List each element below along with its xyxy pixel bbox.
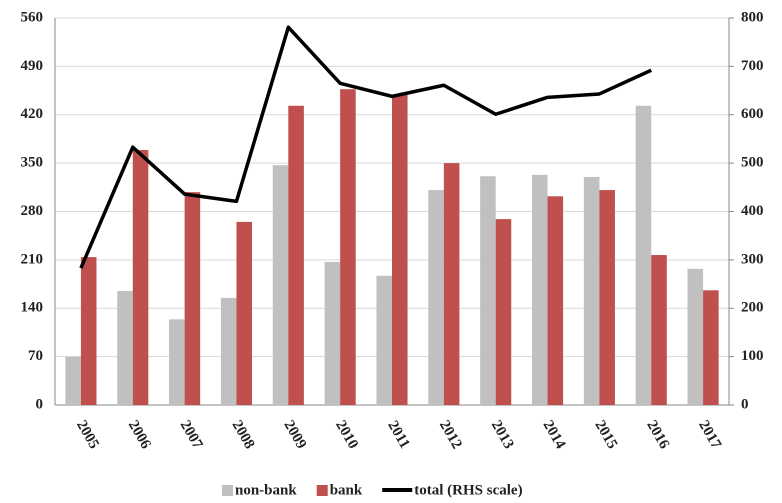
y-tick-label: 350 — [21, 155, 44, 171]
bar — [428, 190, 444, 405]
y2-tick-label: 500 — [741, 155, 764, 171]
x-tick-label: 2017 — [695, 418, 724, 452]
bar — [184, 192, 201, 405]
y-tick-label: 490 — [21, 58, 44, 74]
bar — [599, 190, 615, 405]
x-tick-label: 2008 — [229, 418, 258, 452]
bar — [635, 105, 652, 405]
x-tick-label: 2013 — [488, 418, 517, 452]
legend-swatch — [222, 485, 233, 496]
x-tick-label: 2016 — [643, 418, 672, 452]
x-tick-label: 2012 — [436, 418, 465, 452]
bar — [80, 257, 97, 405]
bar — [272, 165, 289, 405]
y2-tick-label: 400 — [741, 203, 764, 219]
y-tick-label: 0 — [36, 396, 44, 412]
bar — [495, 219, 512, 405]
y2-tick-label: 200 — [741, 300, 764, 316]
x-tick-label: 2015 — [591, 418, 620, 452]
legend-label: bank — [330, 482, 363, 498]
x-tick-label: 2006 — [125, 418, 154, 452]
bar — [117, 290, 133, 405]
x-tick-label: 2007 — [177, 418, 206, 452]
x-tick-label: 2011 — [384, 418, 412, 451]
y2-tick-label: 700 — [741, 58, 764, 74]
bar — [531, 174, 548, 405]
y-tick-label: 280 — [21, 203, 44, 219]
bar — [376, 275, 392, 405]
bar — [547, 196, 564, 405]
legend-label: non-bank — [235, 482, 297, 498]
y2-tick-label: 800 — [741, 9, 764, 25]
bar — [687, 268, 704, 405]
bar — [169, 319, 185, 405]
bar — [340, 89, 356, 405]
bar — [132, 149, 149, 405]
y2-tick-label: 100 — [741, 348, 764, 364]
x-tick-label: 2010 — [332, 418, 361, 452]
y-tick-label: 70 — [28, 348, 43, 364]
y2-tick-label: 0 — [741, 396, 749, 412]
bar — [583, 176, 600, 405]
line — [79, 25, 652, 269]
bar — [480, 176, 496, 405]
x-tick-label: 2014 — [540, 418, 569, 452]
x-tick-label: 2005 — [73, 418, 102, 452]
y-tick-label: 420 — [21, 106, 44, 122]
y-tick-label: 560 — [21, 9, 44, 25]
legend-label: total (RHS scale) — [414, 482, 522, 498]
bar — [392, 94, 408, 406]
bar — [651, 255, 667, 405]
bar — [443, 163, 460, 405]
bar — [220, 297, 237, 405]
bar — [703, 290, 719, 405]
legend-swatch — [316, 485, 328, 496]
x-tick-label: 2009 — [280, 418, 309, 452]
y-tick-label: 140 — [21, 300, 44, 316]
y-tick-label: 210 — [21, 251, 44, 267]
bar — [324, 261, 341, 405]
bar — [288, 105, 304, 405]
bar — [236, 221, 253, 405]
bar — [65, 356, 81, 405]
y2-tick-label: 600 — [741, 106, 764, 122]
y2-tick-label: 300 — [741, 251, 764, 267]
